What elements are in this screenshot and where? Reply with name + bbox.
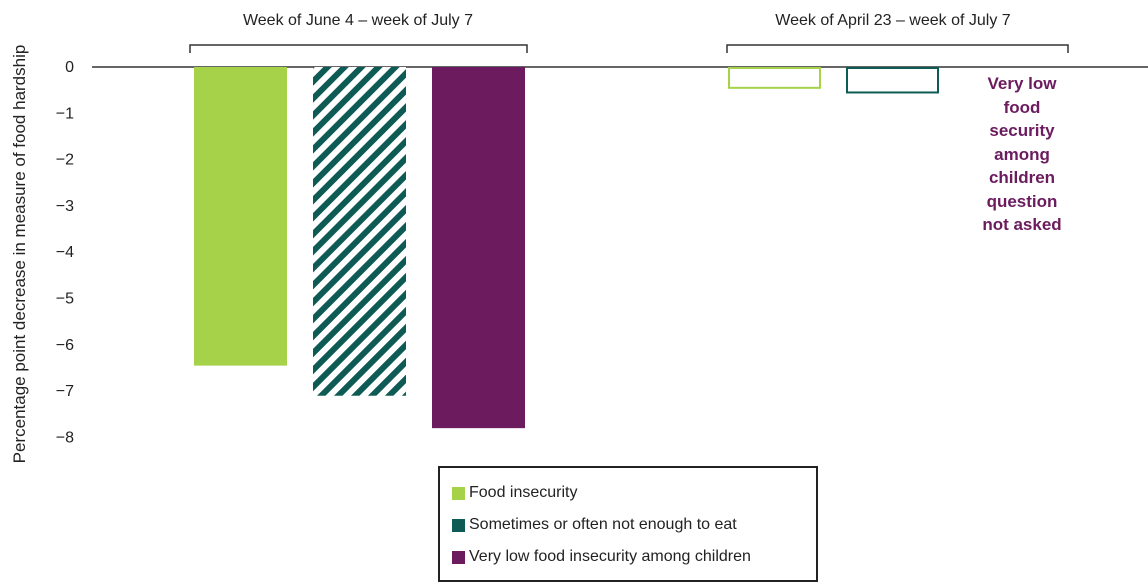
y-tick-label: −6 [56, 337, 74, 354]
legend-swatch-food-insecurity [452, 486, 465, 500]
note-line: security [989, 121, 1055, 140]
note-line: not asked [982, 215, 1062, 234]
bar-g2-2 [846, 67, 939, 94]
y-tick-label: −5 [56, 291, 74, 308]
legend-swatch-not-enough-to-eat [452, 518, 465, 532]
group-bracket-1 [189, 44, 528, 53]
legend-item: Sometimes or often not enough to eat [452, 516, 737, 534]
y-tick-label: −2 [56, 152, 74, 169]
bar-g1-3 [432, 67, 525, 429]
note-line: children [988, 168, 1056, 187]
note-line: food [1003, 97, 1041, 117]
legend-item: Very low food insecurity among children [452, 548, 751, 566]
y-tick-label: −4 [56, 244, 74, 261]
not-asked-note: Very low food security among children qu… [962, 72, 1082, 237]
legend-swatch-very-low-children [452, 550, 465, 564]
legend-label: Sometimes or often not enough to eat [469, 516, 737, 533]
bar-g2-1 [728, 67, 821, 89]
bar-g1-2 [313, 67, 406, 396]
note-line: Very low [987, 74, 1057, 93]
y-tick-label: 0 [65, 59, 74, 76]
bar-g1-1 [194, 67, 287, 366]
legend-label: Food insecurity [469, 484, 578, 501]
group-bracket-2 [726, 44, 1069, 53]
group-label-1: Week of June 4 – week of July 7 [242, 12, 474, 29]
note-line: among [994, 144, 1050, 164]
group-label-2: Week of April 23 – week of July 7 [775, 12, 1011, 29]
note-line: question [986, 191, 1058, 211]
y-tick-label: −3 [56, 198, 74, 215]
y-tick-label: −8 [56, 429, 74, 446]
y-tick-label: −7 [56, 383, 74, 400]
legend: Food insecurity Sometimes or often not e… [438, 466, 818, 582]
y-axis-label: Percentage point decrease in measure of … [10, 44, 29, 464]
legend-label: Very low food insecurity among children [469, 548, 751, 565]
y-tick-label: −1 [56, 105, 74, 122]
legend-item: Food insecurity [452, 484, 578, 502]
